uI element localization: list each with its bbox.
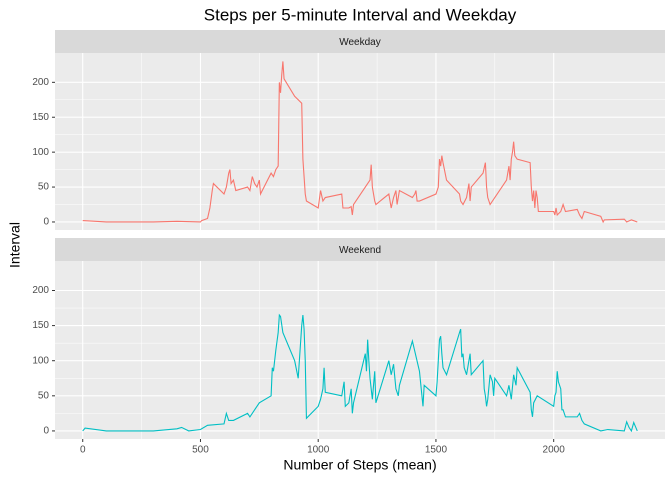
series-line [82,61,638,224]
x-tick-label: 500 [192,445,209,456]
chart-title: Steps per 5-minute Interval and Weekday [204,5,517,24]
y-tick-label: 50 [38,182,50,193]
x-tick-label: 0 [80,445,86,456]
series-line [82,313,638,433]
y-tick-label: 150 [32,320,49,331]
y-tick-label: 50 [38,390,50,401]
y-axis-label: Interval [7,222,23,268]
facet-label: Weekday [339,37,381,48]
y-tick-label: 200 [32,285,49,296]
y-tick-label: 150 [32,112,49,123]
x-tick-label: 1500 [425,445,448,456]
y-tick-label: 0 [43,426,49,437]
y-tick-label: 200 [32,77,49,88]
x-axis-label: Number of Steps (mean) [283,457,436,473]
panel-background [55,261,665,439]
y-tick-label: 100 [32,355,49,366]
panel-background [55,53,665,230]
x-tick-label: 1000 [307,445,330,456]
facet-label: Weekend [339,245,381,256]
y-tick-label: 0 [43,217,49,228]
facet-strip [55,238,665,261]
y-tick-label: 100 [32,147,49,158]
facet-strip [55,30,665,53]
x-tick-label: 2000 [543,445,566,456]
